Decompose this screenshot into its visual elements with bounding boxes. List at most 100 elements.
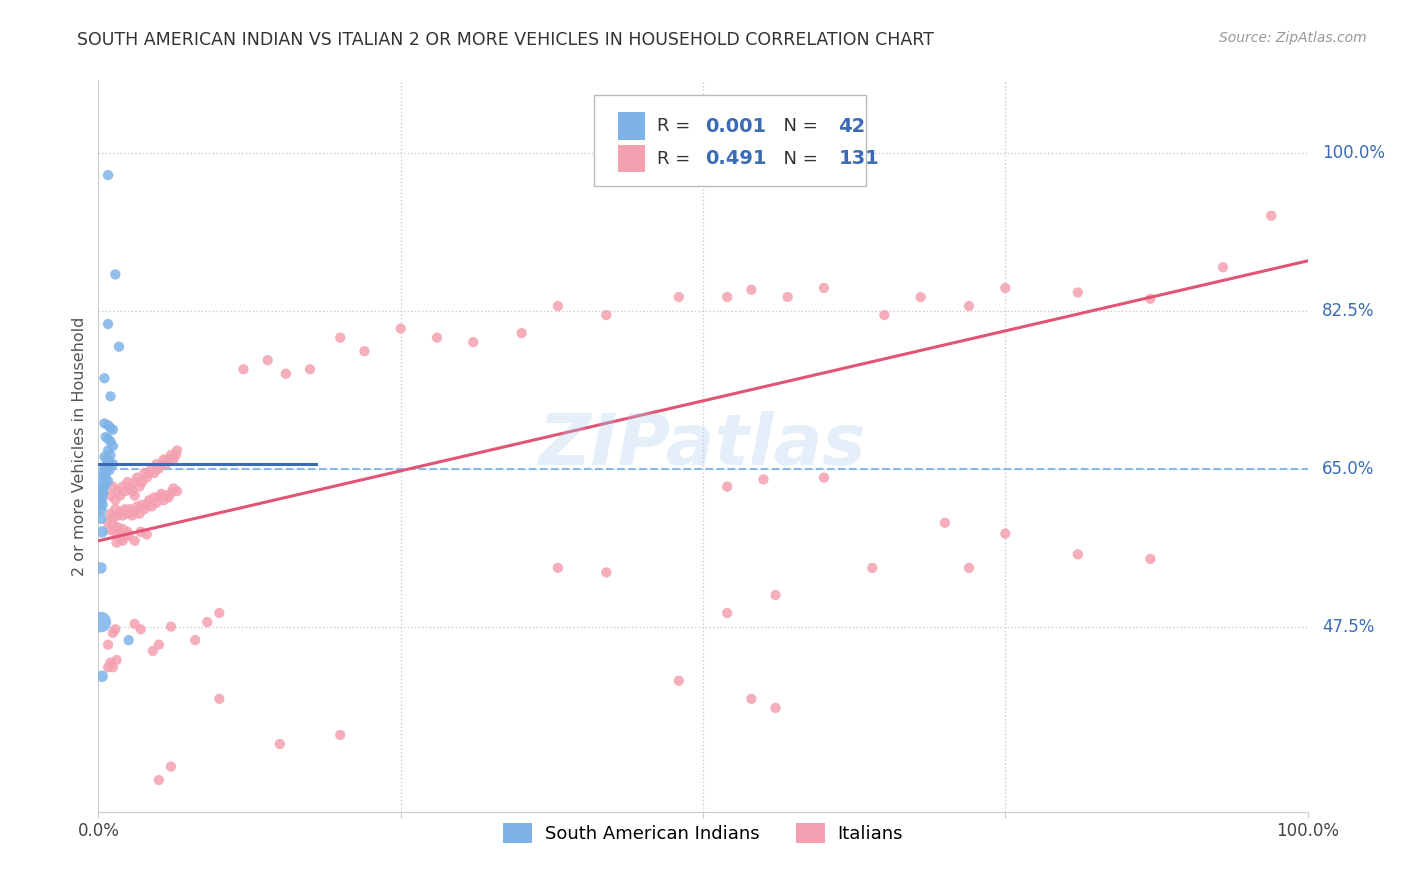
Point [91, 466, 114, 480]
Point [873, 308, 896, 322]
Point [668, 673, 690, 688]
Point [813, 470, 835, 484]
Point [118, 502, 141, 516]
Point [111, 522, 134, 536]
Point [135, 527, 157, 541]
Point [101, 517, 124, 532]
Point [128, 507, 150, 521]
Point [129, 524, 152, 539]
Point [148, 491, 170, 505]
Point [166, 443, 188, 458]
Point [121, 508, 143, 523]
Point [124, 505, 146, 519]
Point [145, 457, 167, 471]
Point [141, 461, 163, 475]
Point [134, 466, 156, 480]
Text: N =: N = [772, 150, 824, 168]
Point [716, 480, 738, 494]
Point [96, 452, 118, 467]
Point [100, 389, 122, 403]
Point [118, 480, 141, 494]
Text: 0.001: 0.001 [706, 117, 766, 136]
Point [96, 461, 118, 475]
Point [131, 498, 153, 512]
Point [208, 606, 231, 620]
Point [108, 532, 131, 546]
Point [117, 524, 139, 539]
Point [957, 299, 980, 313]
Point [145, 496, 167, 510]
Point [765, 701, 787, 715]
Point [127, 470, 149, 484]
Point [91, 482, 114, 496]
Point [135, 498, 157, 512]
Point [752, 472, 775, 486]
Point [329, 728, 352, 742]
Point [118, 633, 141, 648]
Point [184, 633, 207, 648]
Point [91, 484, 114, 499]
Point [90, 561, 112, 575]
Point [269, 737, 291, 751]
Point [114, 502, 136, 516]
Point [90, 493, 112, 508]
Text: N =: N = [772, 118, 824, 136]
Point [111, 508, 134, 523]
Point [547, 299, 569, 313]
Point [143, 491, 166, 505]
Point [740, 691, 762, 706]
Point [135, 470, 157, 484]
Point [105, 653, 128, 667]
Point [131, 475, 153, 489]
Point [97, 474, 120, 488]
Point [547, 561, 569, 575]
Point [1212, 260, 1234, 275]
Point [100, 656, 122, 670]
Point [118, 529, 141, 543]
Point [91, 489, 114, 503]
Point [93, 480, 115, 494]
Point [93, 459, 115, 474]
Text: 42: 42 [838, 117, 866, 136]
Point [138, 493, 160, 508]
Point [910, 290, 932, 304]
Point [107, 520, 129, 534]
Point [668, 290, 690, 304]
Point [463, 335, 485, 350]
Text: 100.0%: 100.0% [1322, 144, 1385, 161]
Point [860, 561, 883, 575]
Point [148, 638, 170, 652]
Point [124, 489, 146, 503]
Point [108, 526, 131, 541]
Point [160, 486, 183, 500]
FancyBboxPatch shape [595, 95, 866, 186]
Point [100, 489, 122, 503]
Point [97, 432, 120, 446]
Point [510, 326, 533, 340]
Point [91, 477, 114, 491]
Point [134, 502, 156, 516]
Point [157, 452, 180, 467]
Point [90, 502, 112, 516]
Point [274, 367, 297, 381]
Text: R =: R = [657, 150, 696, 168]
Point [108, 489, 131, 503]
Point [108, 340, 131, 354]
Point [765, 588, 787, 602]
Point [148, 773, 170, 788]
Point [90, 511, 112, 525]
Point [105, 535, 128, 549]
Point [121, 484, 143, 499]
Point [595, 308, 617, 322]
Point [91, 669, 114, 683]
Point [108, 505, 131, 519]
Point [152, 493, 174, 508]
Point [101, 423, 124, 437]
Point [100, 507, 122, 521]
Point [117, 507, 139, 521]
Point [716, 606, 738, 620]
Point [117, 475, 139, 489]
Point [104, 502, 127, 516]
Point [740, 283, 762, 297]
Point [93, 450, 115, 464]
